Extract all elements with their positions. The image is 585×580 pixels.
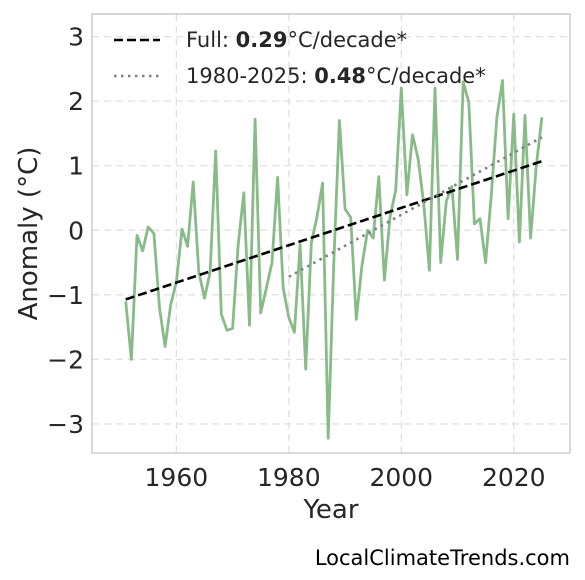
series-layer — [124, 79, 544, 440]
legend-entry: Full: 0.29°C/decade* — [186, 28, 407, 52]
legend: Full: 0.29°C/decade*1980-2025: 0.48°C/de… — [114, 28, 486, 88]
y-tick-label: −2 — [47, 345, 84, 374]
anomaly-series-line — [124, 79, 544, 440]
y-axis-label: Anomaly (°C) — [14, 147, 44, 321]
x-axis-label: Year — [302, 495, 358, 525]
x-tick-label: 2000 — [369, 463, 433, 492]
x-tick-label: 1980 — [257, 463, 321, 492]
x-tick-label: 1960 — [145, 463, 209, 492]
full-trend-line — [125, 159, 543, 301]
legend-suffix: °C/decade* — [288, 28, 408, 52]
y-tick-label: 2 — [68, 87, 84, 116]
x-tick-label: 2020 — [482, 463, 546, 492]
legend-rate-value: 0.48 — [314, 64, 366, 88]
y-tick-label: −1 — [47, 281, 84, 310]
y-tick-label: 1 — [68, 152, 84, 181]
plot-frame — [91, 13, 571, 454]
site-watermark: LocalClimateTrends.com — [314, 546, 570, 570]
legend-entry: 1980-2025: 0.48°C/decade* — [186, 64, 486, 88]
y-tick-label: 3 — [68, 23, 84, 52]
x-tick-labels: 1960 1980 2000 2020 — [145, 463, 546, 492]
y-tick-label: 0 — [68, 216, 84, 245]
y-tick-label: −3 — [47, 410, 84, 439]
legend-prefix: 1980-2025: — [186, 64, 314, 88]
y-tick-labels: −3 −2 −1 0 1 2 3 — [47, 23, 84, 439]
recent-trend-line — [288, 136, 543, 278]
legend-prefix: Full: — [186, 28, 236, 52]
legend-suffix: °C/decade* — [366, 64, 486, 88]
legend-rate-value: 0.29 — [236, 28, 288, 52]
